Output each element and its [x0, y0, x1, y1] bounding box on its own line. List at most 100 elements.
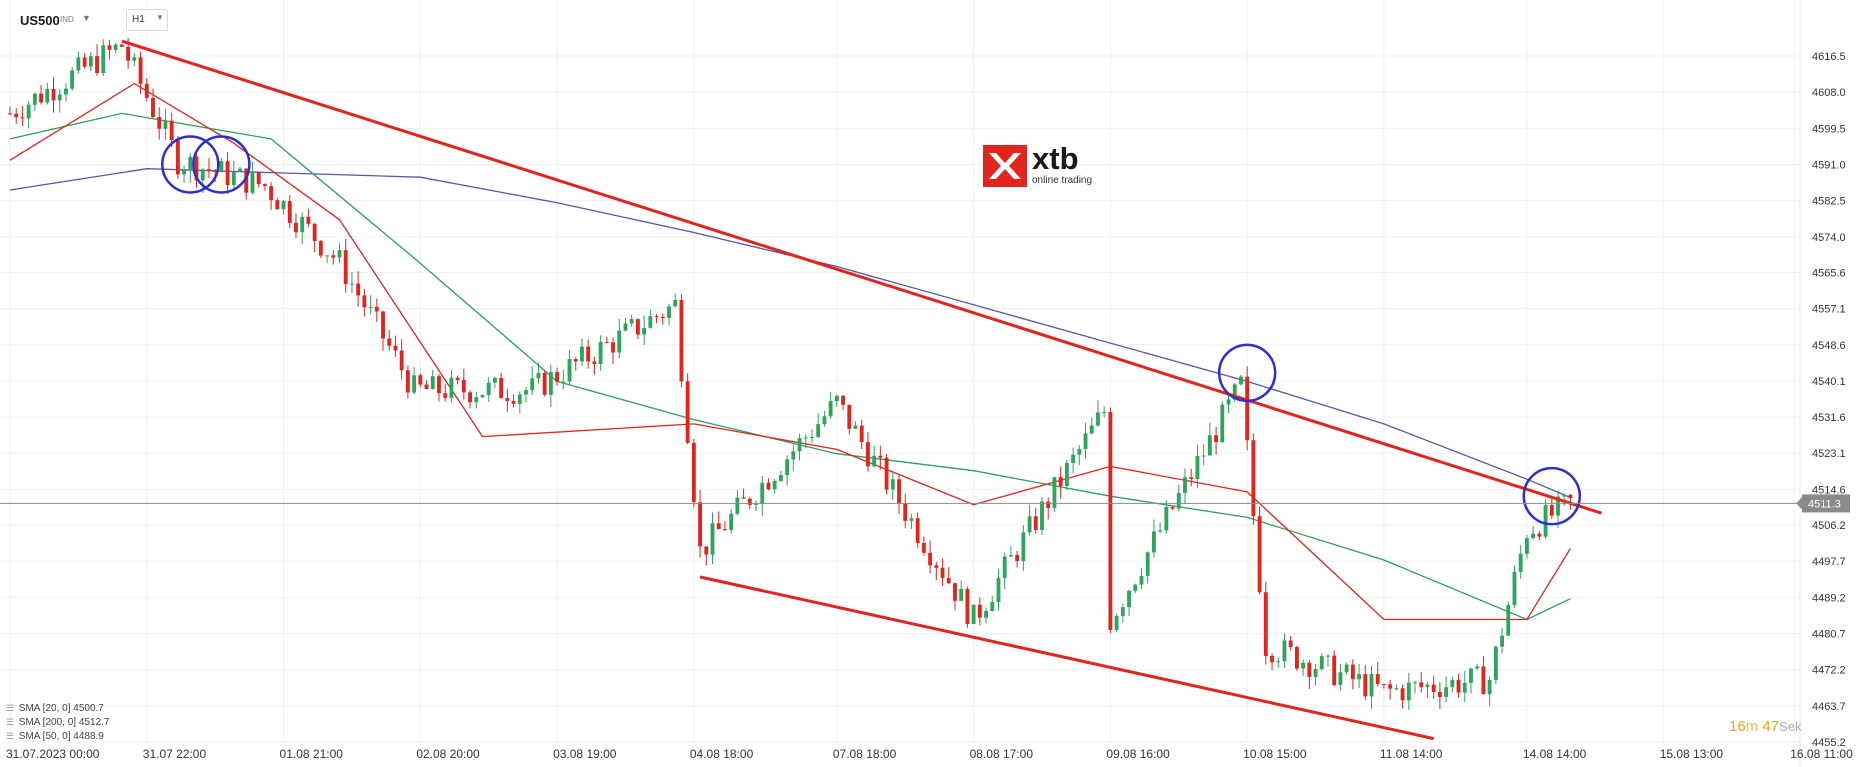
candle — [1083, 422, 1088, 459]
candle — [113, 42, 118, 53]
candle-body — [1002, 556, 1007, 578]
candle-body — [151, 97, 155, 118]
candle — [654, 314, 659, 324]
candle — [785, 455, 790, 486]
candle — [909, 513, 914, 529]
candle — [1406, 672, 1411, 710]
candle — [1239, 374, 1243, 386]
legend-row-sma50[interactable]: ☰ SMA [50, 0] 4488.9 — [6, 731, 109, 745]
candle-body — [791, 451, 796, 460]
candle — [1450, 676, 1455, 693]
candle-body — [1375, 674, 1380, 685]
legend-row-sma200[interactable]: ☰ SMA [200, 0] 4512.7 — [6, 717, 109, 731]
candle — [1046, 497, 1051, 520]
candle — [648, 309, 653, 329]
candle — [1506, 601, 1511, 637]
candle — [1462, 670, 1467, 702]
candle-body — [1158, 530, 1163, 532]
candle-body — [1543, 505, 1548, 537]
candle — [611, 337, 615, 365]
candle-body — [1220, 404, 1225, 443]
y-tick-label: 4455.2 — [1812, 737, 1846, 749]
candle-body — [101, 45, 106, 74]
instrument-symbol[interactable]: US500 — [20, 13, 60, 28]
candle-body — [847, 404, 852, 429]
candle-body — [1064, 462, 1069, 487]
candle-body — [598, 341, 603, 365]
candle — [1207, 422, 1212, 456]
y-tick-label: 4497.7 — [1812, 556, 1846, 568]
candle-body — [1487, 679, 1492, 695]
candle-body — [455, 377, 460, 381]
candle — [182, 165, 187, 184]
candle — [760, 476, 765, 516]
candle-body — [1263, 592, 1268, 656]
candle — [816, 413, 821, 439]
chart-header: US500 IND ▼ H1 ▼ — [0, 0, 1800, 34]
y-tick-label: 4480.7 — [1812, 629, 1846, 641]
candle — [903, 493, 908, 529]
candle-body — [1531, 533, 1536, 539]
candle — [443, 383, 448, 402]
candle-body — [1270, 655, 1274, 663]
chevron-down-icon[interactable]: ▼ — [82, 13, 91, 23]
candle-body — [959, 588, 964, 601]
candle — [1027, 504, 1032, 536]
candle-body — [1425, 684, 1430, 688]
candle — [940, 558, 945, 587]
candle-body — [138, 57, 143, 84]
candle — [88, 51, 93, 72]
candle-body — [611, 342, 615, 353]
candle-body — [754, 503, 758, 505]
candle — [953, 583, 957, 611]
candle-body — [1195, 456, 1200, 480]
candle-body — [1444, 687, 1449, 697]
candle-body — [188, 156, 193, 171]
candle — [1319, 653, 1324, 671]
candle-body — [194, 156, 199, 181]
candle-body — [1201, 455, 1206, 457]
candle-body — [921, 542, 926, 553]
timeframe-selector[interactable]: H1 ▼ — [126, 9, 168, 31]
candle — [822, 410, 827, 427]
candle — [810, 429, 814, 443]
candle-body — [144, 83, 149, 98]
x-tick-label: 16.08 11:00 — [1790, 747, 1853, 761]
timer-minutes-unit: m — [1745, 718, 1759, 735]
current-price-tag: 4511.3 — [0, 494, 1850, 513]
candle — [455, 375, 460, 385]
candle-body — [1139, 575, 1144, 585]
candle — [499, 372, 504, 399]
candle — [281, 200, 286, 215]
candle-body — [1524, 538, 1529, 554]
candle-body — [747, 498, 752, 505]
settings-icon[interactable]: ☰ — [6, 731, 15, 741]
candle-body — [1350, 664, 1355, 680]
candle — [1419, 672, 1424, 693]
legend-row-sma20[interactable]: ☰ SMA [20, 0] 4500.7 — [6, 703, 109, 717]
candle — [1127, 589, 1131, 616]
settings-icon[interactable]: ☰ — [6, 717, 15, 727]
candle — [1052, 477, 1057, 512]
candle — [287, 195, 292, 229]
candle-body — [1189, 477, 1194, 480]
candle — [548, 364, 553, 408]
candle — [766, 478, 771, 491]
candle — [996, 568, 1001, 611]
candle — [866, 432, 870, 472]
candle-body — [250, 172, 255, 193]
candle — [337, 243, 342, 264]
y-tick-label: 4523.1 — [1812, 448, 1846, 460]
candle-body — [213, 170, 218, 173]
candle — [1245, 366, 1250, 451]
candle-body — [437, 376, 441, 394]
candle — [1189, 468, 1194, 487]
y-tick-label: 4463.7 — [1812, 701, 1846, 713]
y-tick-label: 4489.2 — [1812, 592, 1846, 604]
candle-body — [1170, 507, 1175, 509]
settings-icon[interactable]: ☰ — [6, 703, 15, 713]
sma-20-path — [9, 82, 1571, 621]
candle — [51, 76, 56, 113]
candle — [1500, 627, 1504, 654]
